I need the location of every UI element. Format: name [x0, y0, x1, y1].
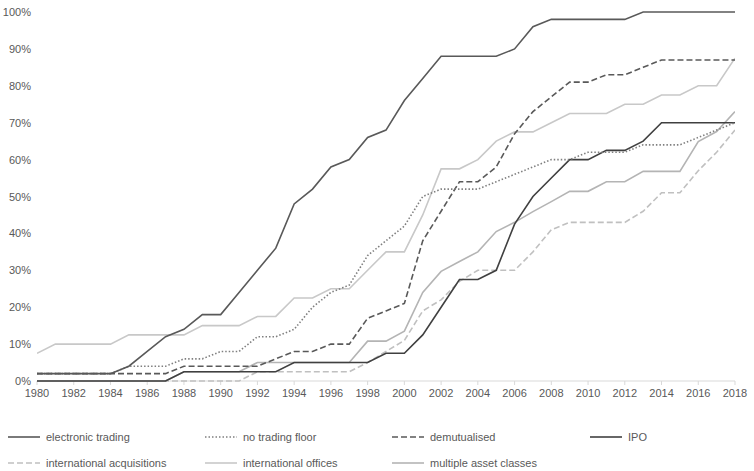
x-tick [367, 381, 368, 385]
x-tick-label: 2000 [392, 387, 416, 399]
y-tick-label: 10% [9, 338, 31, 350]
y-tick-label: 70% [9, 117, 31, 129]
series-line [37, 123, 735, 374]
series-line [37, 123, 735, 381]
x-tick [404, 381, 405, 385]
series-line [37, 58, 735, 353]
x-tick [551, 381, 552, 385]
x-tick-label: 2004 [466, 387, 490, 399]
x-tick [257, 381, 258, 385]
y-tick-label: 50% [9, 191, 31, 203]
x-tick [294, 381, 295, 385]
legend-label: no trading floor [243, 431, 317, 443]
legend-label: multiple asset classes [430, 457, 537, 469]
x-tick-label: 2008 [539, 387, 563, 399]
y-tick-label: 60% [9, 154, 31, 166]
legend-swatch [8, 462, 40, 464]
x-tick-label: 2002 [429, 387, 453, 399]
x-tick-label: 1994 [282, 387, 306, 399]
x-tick-label: 1988 [172, 387, 196, 399]
x-tick-label: 1986 [135, 387, 159, 399]
series-line [37, 112, 735, 381]
x-tick-label: 1992 [245, 387, 269, 399]
series-line [37, 12, 735, 374]
legend-label: demutualised [430, 431, 495, 443]
legend-swatch [392, 436, 424, 438]
legend-swatch [205, 462, 237, 464]
y-tick-label: 100% [3, 6, 31, 18]
x-tick [588, 381, 589, 385]
x-tick-label: 1982 [61, 387, 85, 399]
x-tick [661, 381, 662, 385]
x-tick-label: 2016 [686, 387, 710, 399]
x-tick-label: 1990 [208, 387, 232, 399]
x-tick-label: 1980 [25, 387, 49, 399]
x-tick-label: 2012 [613, 387, 637, 399]
x-tick [624, 381, 625, 385]
y-tick-label: 20% [9, 301, 31, 313]
legend-label: international acquisitions [46, 457, 167, 469]
legend-swatch [8, 436, 40, 438]
legend-label: international offices [243, 457, 338, 469]
x-tick-label: 2014 [649, 387, 673, 399]
legend-label: IPO [628, 431, 647, 443]
x-tick-label: 2006 [502, 387, 526, 399]
x-tick [477, 381, 478, 385]
plot-lines [37, 12, 735, 381]
y-tick-label: 40% [9, 227, 31, 239]
x-tick-label: 1996 [319, 387, 343, 399]
x-tick-label: 1998 [355, 387, 379, 399]
y-tick-label: 0% [15, 375, 31, 387]
x-tick [735, 381, 736, 385]
y-tick-label: 90% [9, 43, 31, 55]
series-line [37, 130, 735, 381]
legend-swatch [392, 462, 424, 464]
legend-swatch [590, 436, 622, 438]
y-tick-label: 80% [9, 80, 31, 92]
x-tick-label: 2010 [576, 387, 600, 399]
x-tick-label: 1984 [98, 387, 122, 399]
legend-swatch [205, 436, 237, 438]
series-line [37, 60, 735, 374]
x-tick-label: 2018 [723, 387, 747, 399]
legend-label: electronic trading [46, 431, 130, 443]
x-tick [441, 381, 442, 385]
x-tick [514, 381, 515, 385]
x-tick [330, 381, 331, 385]
y-tick-label: 30% [9, 264, 31, 276]
chart: 0% 10% 20% 30% 40% 50% 60% 70% 80% 90% 100% 1980 198… [0, 0, 754, 471]
x-tick [698, 381, 699, 385]
